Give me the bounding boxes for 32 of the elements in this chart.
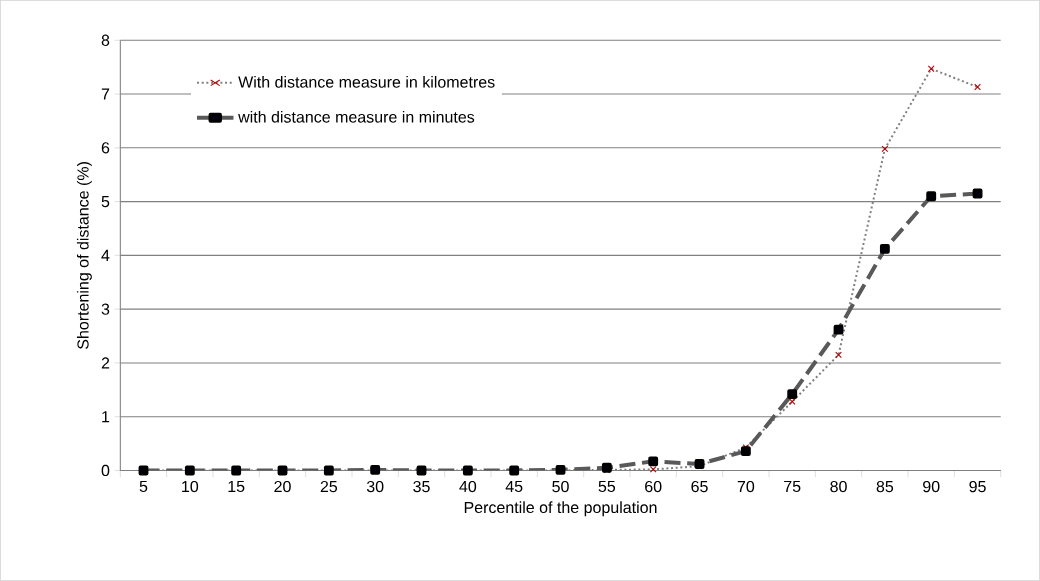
x-tick-label: 25 xyxy=(320,480,338,493)
x-tick-label: 70 xyxy=(737,480,755,493)
x-tick-label: 40 xyxy=(459,480,477,493)
x-tick-label: 75 xyxy=(784,480,801,493)
y-tick-label: 1 xyxy=(102,411,110,423)
x-axis-title: Percentile of the population xyxy=(464,501,657,517)
y-tick-label: 0 xyxy=(101,464,110,477)
x-tick-label: 35 xyxy=(413,480,430,493)
legend-label: With distance measure in kilometres xyxy=(238,76,495,88)
y-tick-label: 6 xyxy=(101,142,110,154)
x-tick-label: 60 xyxy=(645,480,662,493)
x-tick-label: 30 xyxy=(366,480,384,493)
x-tick-label: 45 xyxy=(505,480,523,493)
x-tick-label: 5 xyxy=(139,480,148,493)
y-tick-label: 8 xyxy=(101,34,110,47)
x-tick-label: 65 xyxy=(691,480,708,493)
legend-label: with distance measure in minutes xyxy=(238,111,475,123)
x-tick-label: 15 xyxy=(228,480,245,493)
x-tick-label: 85 xyxy=(876,480,894,493)
y-tick-label: 7 xyxy=(101,88,110,100)
x-tick-label: 10 xyxy=(182,480,199,493)
x-tick-label: 50 xyxy=(552,480,569,493)
x-tick-label: 90 xyxy=(923,480,940,493)
x-tick-label: 20 xyxy=(274,480,291,493)
y-tick-label: 5 xyxy=(101,196,110,208)
y-tick-label: 2 xyxy=(101,357,110,369)
y-tick-label: 3 xyxy=(101,303,110,315)
y-tick-label: 4 xyxy=(101,249,110,261)
y-axis-title: Shortening of distance (%) xyxy=(76,162,92,350)
x-tick-label: 95 xyxy=(969,480,986,493)
x-tick-label: 55 xyxy=(598,480,616,493)
x-tick-label: 80 xyxy=(830,480,847,493)
